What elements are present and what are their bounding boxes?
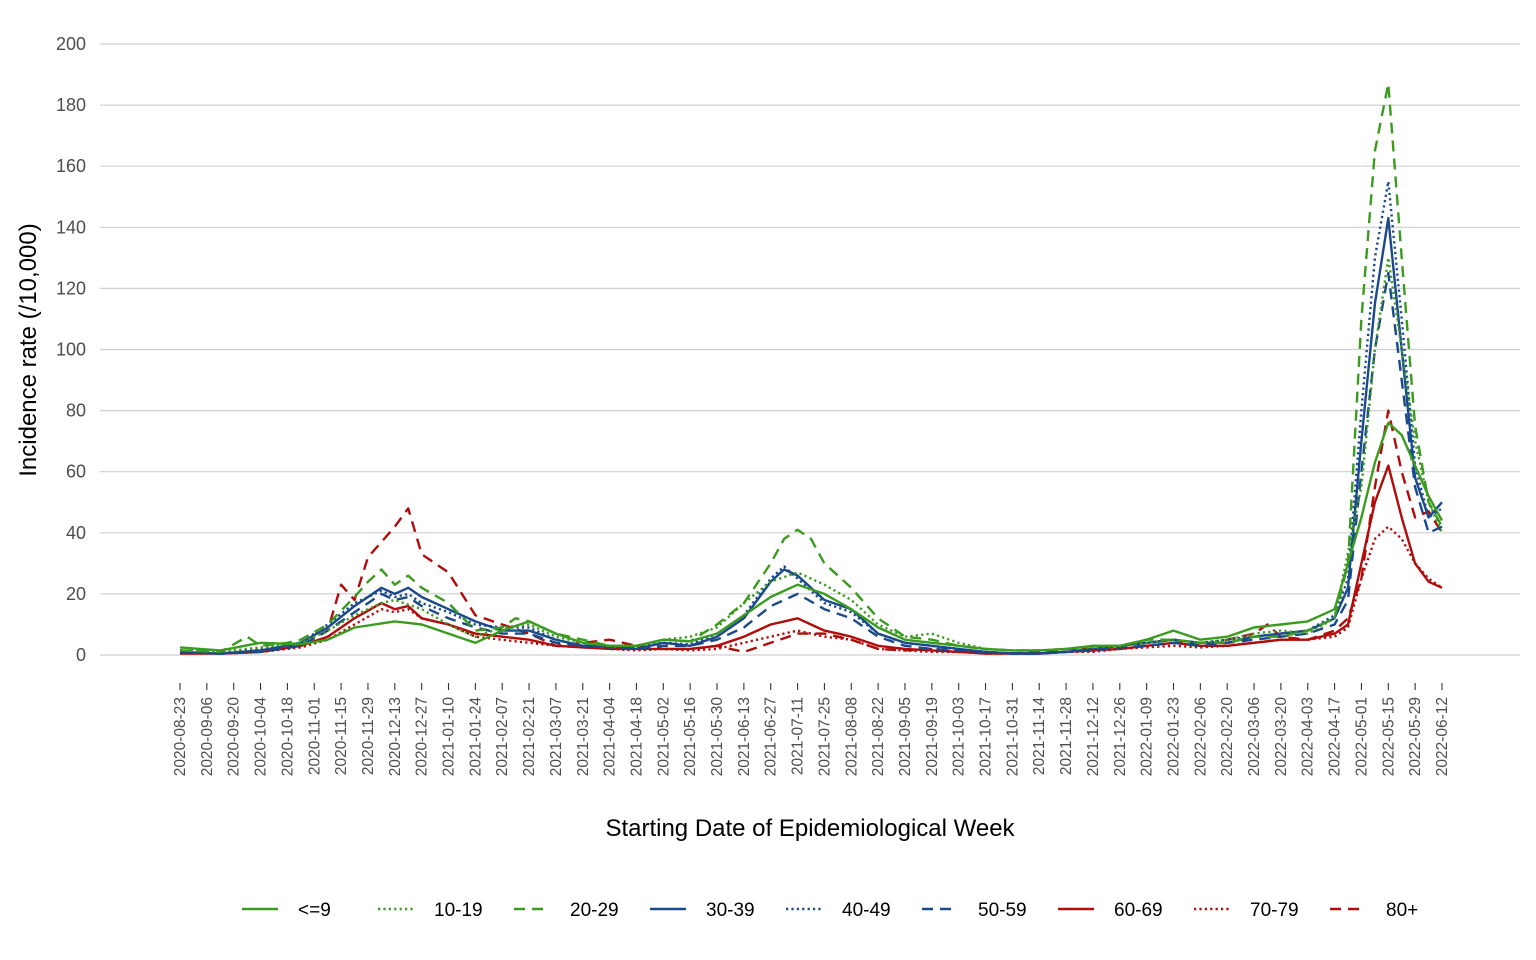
x-tick-label: 2020-09-20 [226, 697, 243, 777]
y-tick-label: 200 [56, 34, 86, 54]
x-tick-label: 2021-12-12 [1085, 697, 1102, 776]
x-tick-label: 2021-01-24 [467, 697, 484, 777]
series-line-3 [179, 216, 1443, 655]
x-tick-label: 2020-10-04 [253, 697, 270, 777]
x-tick-label: 2020-12-27 [414, 697, 431, 776]
x-tick-label: 2020-11-01 [306, 697, 323, 775]
legend-label-3: 30-39 [706, 900, 755, 921]
y-axis-title: Incidence rate (/10,000) [15, 223, 42, 477]
x-tick-label: 2021-11-28 [1058, 697, 1075, 775]
legend-label-6: 60-69 [1114, 900, 1163, 921]
x-tick-label: 2021-05-02 [655, 697, 672, 776]
y-tick-label: 100 [56, 340, 86, 360]
legend-label-8: 80+ [1386, 900, 1418, 921]
y-tick-label: 60 [66, 462, 86, 482]
legend: <=9 10-19 20-29 30-39 40-49 50-59 60-69 70-79 80… [242, 900, 1418, 921]
y-tick-label: 20 [66, 584, 86, 604]
series-line-6 [180, 464, 1443, 655]
series-line-2 [179, 82, 1444, 654]
x-tick-label: 2020-12-13 [387, 697, 404, 776]
x-tick-label: 2021-10-17 [978, 697, 995, 776]
x-tick-label: 2021-06-27 [763, 697, 780, 776]
legend-label-0: <=9 [298, 900, 331, 921]
series-line-1 [179, 256, 1444, 654]
x-tick-label: 2022-03-20 [1273, 697, 1290, 777]
x-tick-label: 2022-01-23 [1165, 697, 1182, 776]
x-tick-label: 2021-09-19 [924, 697, 941, 776]
series-lines [179, 82, 1444, 655]
legend-label-2: 20-29 [570, 900, 619, 921]
x-tick-label: 2022-02-06 [1192, 697, 1209, 776]
x-tick-label: 2021-08-22 [870, 697, 887, 776]
grid-lines [100, 43, 1520, 656]
x-tick-label: 2021-11-14 [1031, 697, 1048, 776]
x-tick-label: 2021-01-10 [441, 697, 458, 777]
x-tick-label: 2022-06-12 [1434, 697, 1451, 776]
series-line-0 [179, 421, 1444, 652]
x-tick-label: 2022-03-06 [1246, 697, 1263, 776]
x-tick-label: 2021-03-07 [548, 697, 565, 776]
y-axis-tick-labels: 0 20 40 60 80 100 120 140 160 180 200 [56, 34, 86, 665]
x-tick-label: 2022-05-29 [1407, 697, 1424, 776]
x-tick-label: 2021-07-25 [816, 697, 833, 776]
x-tick-label: 2021-08-08 [843, 697, 860, 776]
x-tick-label: 2020-11-15 [333, 697, 350, 775]
x-tick-label: 2020-09-06 [199, 697, 216, 776]
x-tick-label: 2021-04-04 [602, 697, 619, 777]
x-tick-label: 2021-10-31 [1004, 697, 1021, 776]
y-tick-label: 80 [66, 401, 86, 421]
y-tick-label: 40 [66, 523, 86, 543]
legend-label-4: 40-49 [842, 900, 891, 921]
x-tick-label: 2020-10-18 [279, 697, 296, 776]
x-tick-label: 2021-04-18 [628, 697, 645, 776]
y-tick-label: 140 [56, 217, 86, 237]
x-axis-title: Starting Date of Epidemiological Week [605, 815, 1015, 842]
x-axis-ticks: 2020-08-23 2020-09-06 2020-09-20 2020-10-04… [172, 683, 1451, 776]
x-tick-label: 2021-12-26 [1112, 697, 1129, 776]
x-tick-label: 2021-02-07 [494, 697, 511, 776]
series-line-4 [179, 180, 1443, 655]
y-tick-label: 180 [56, 95, 86, 115]
legend-label-7: 70-79 [1250, 900, 1299, 921]
x-tick-label: 2021-09-05 [897, 697, 914, 776]
x-tick-label: 2021-05-16 [682, 697, 699, 776]
legend-label-5: 50-59 [978, 900, 1027, 921]
x-tick-label: 2022-01-09 [1139, 697, 1156, 776]
x-tick-label: 2020-11-29 [360, 697, 377, 775]
x-tick-label: 2021-02-21 [521, 697, 538, 776]
x-tick-label: 2021-10-03 [951, 697, 968, 776]
x-tick-label: 2021-03-21 [575, 697, 592, 776]
x-tick-label: 2021-05-30 [709, 697, 726, 777]
x-tick-label: 2022-05-15 [1380, 697, 1397, 776]
x-tick-label: 2022-04-17 [1327, 697, 1344, 776]
x-tick-label: 2021-07-11 [790, 697, 807, 775]
y-tick-label: 0 [76, 645, 86, 665]
legend-label-1: 10-19 [434, 900, 483, 921]
x-tick-label: 2022-04-03 [1300, 697, 1317, 776]
x-tick-label: 2021-06-13 [736, 697, 753, 776]
y-tick-label: 160 [56, 156, 86, 176]
x-tick-label: 2022-02-20 [1219, 697, 1236, 777]
y-tick-label: 120 [56, 278, 86, 298]
x-tick-label: 2020-08-23 [172, 697, 189, 776]
x-tick-label: 2022-05-01 [1353, 697, 1370, 776]
